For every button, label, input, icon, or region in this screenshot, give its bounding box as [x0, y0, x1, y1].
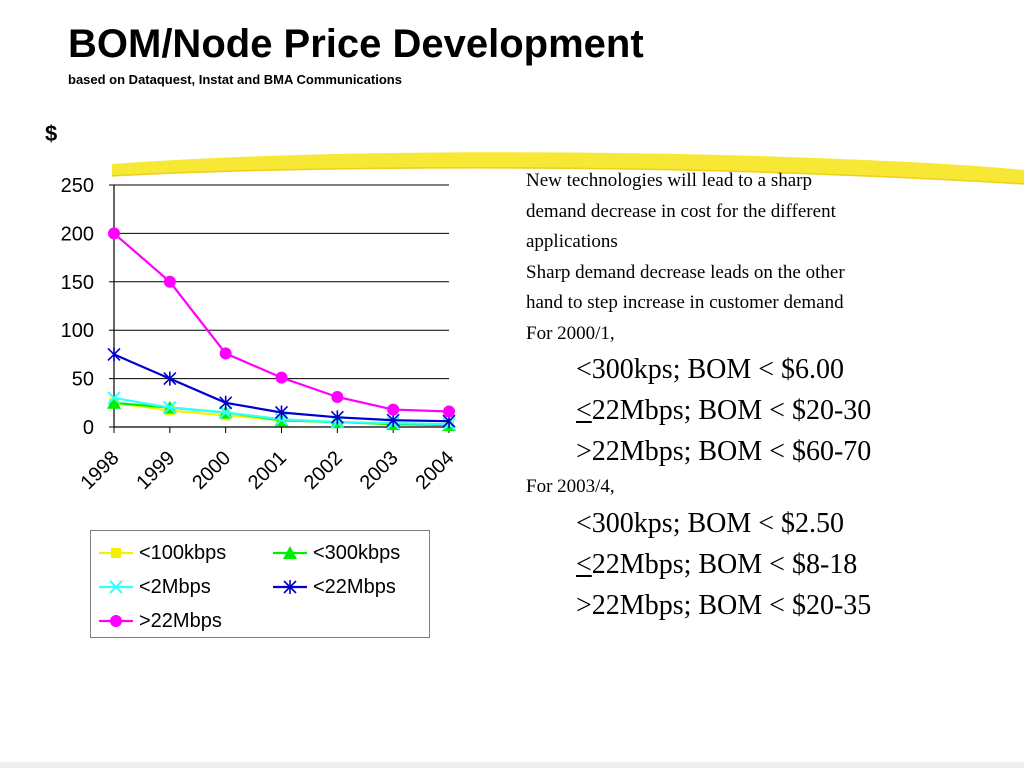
bom-item-rest: 22Mbps; BOM < $20-30	[591, 395, 872, 426]
period-label: For 2003/4,	[526, 476, 615, 497]
legend-swatch	[273, 580, 307, 594]
note-line: hand to step increase in customer demand	[526, 292, 844, 313]
y-tick-label: 150	[61, 272, 94, 294]
x-tick-label: 2003	[356, 447, 403, 494]
bom-item: >22Mbps; BOM < $20-35	[576, 589, 872, 621]
legend-label: <22Mbps	[313, 575, 396, 598]
slide-title: BOM/Node Price Development	[68, 22, 644, 66]
bom-item: <300kps; BOM < $2.50	[576, 507, 845, 539]
x-tick-label: 2001	[244, 447, 291, 494]
y-tick-label: 250	[61, 175, 94, 197]
legend-swatch	[99, 580, 133, 594]
x-tick-label: 2000	[188, 447, 235, 494]
legend-label: <300kbps	[313, 541, 401, 564]
legend-swatch	[99, 548, 133, 558]
y-tick-label: 0	[83, 417, 94, 439]
data-point	[443, 405, 455, 418]
note-line: New technologies will lead to a sharp	[526, 170, 812, 191]
data-point	[219, 347, 232, 360]
legend-label: <2Mbps	[139, 575, 211, 598]
legend-item: >22Mbps	[97, 603, 222, 639]
note-line: applications	[526, 231, 618, 252]
data-point	[331, 390, 344, 403]
legend-swatch-marker	[110, 615, 122, 627]
legend-swatch	[273, 546, 307, 559]
notes-text: New technologies will lead to a sharp de…	[526, 166, 986, 626]
data-point	[107, 391, 121, 405]
legend-item: <2Mbps	[97, 569, 211, 605]
x-tick-label: 1999	[132, 447, 179, 494]
highlight-brush-edge	[111, 167, 1024, 185]
note-line: Sharp demand decrease leads on the other	[526, 261, 845, 283]
data-point	[218, 405, 233, 420]
data-point	[387, 403, 400, 416]
data-point	[274, 405, 289, 420]
chart-legend: <100kbps <300kbps <2Mbps <22Mbps >22Mbps	[90, 530, 430, 638]
legend-swatch-marker	[111, 548, 121, 558]
period-label: For 2000/1,	[526, 322, 615, 344]
bom-item: <300kps; BOM < $6.00	[576, 354, 845, 385]
bom-item-prefix: <	[576, 548, 592, 580]
bom-item: >22Mbps; BOM < $60-70	[576, 436, 872, 467]
bom-item: <22Mbps; BOM < $20-30	[526, 390, 986, 431]
legend-item: <22Mbps	[271, 569, 396, 605]
bom-item-prefix: <	[576, 395, 592, 426]
legend-item: <300kbps	[271, 535, 400, 571]
legend-label: >22Mbps	[139, 609, 222, 632]
legend-label: <100kbps	[139, 541, 227, 564]
data-point	[163, 371, 177, 386]
y-tick-label: 100	[61, 320, 94, 342]
data-point	[219, 395, 233, 410]
x-tick-label: 2004	[412, 447, 459, 494]
slide-subtitle: based on Dataquest, Instat and BMA Commu…	[68, 72, 402, 87]
data-point	[330, 410, 344, 425]
data-point	[107, 395, 121, 409]
legend-swatch-marker	[283, 546, 297, 559]
legend-item: <100kbps	[97, 535, 226, 571]
y-tick-label: 50	[72, 369, 94, 391]
bom-item-rest: 22Mbps; BOM < $8-18	[591, 548, 858, 580]
data-point	[108, 227, 120, 240]
legend-swatch-marker	[109, 580, 123, 594]
note-line: demand decrease in cost for the differen…	[526, 200, 836, 222]
legend-swatch-marker	[283, 580, 297, 594]
legend-swatch	[99, 615, 133, 627]
data-point	[163, 275, 176, 288]
y-axis-label: $	[45, 121, 57, 146]
data-point	[275, 371, 288, 384]
x-tick-label: 1998	[77, 447, 124, 494]
bottom-rule	[0, 762, 1024, 768]
data-point	[107, 347, 121, 362]
bom-item: <22Mbps; BOM < $8-18	[526, 544, 986, 585]
data-point	[163, 400, 177, 415]
x-tick-label: 2002	[300, 447, 347, 494]
y-tick-label: 200	[61, 223, 94, 245]
